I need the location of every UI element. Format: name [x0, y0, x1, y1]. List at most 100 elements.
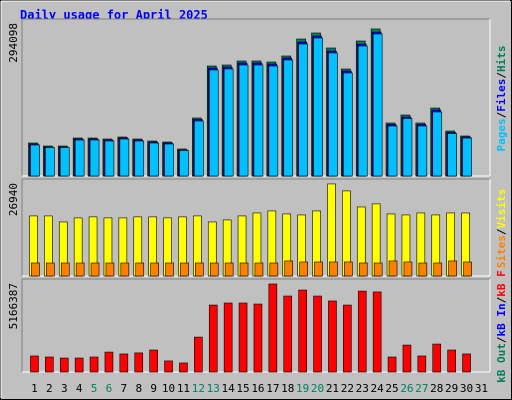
bar [46, 262, 55, 277]
bar [284, 260, 294, 277]
bar [59, 357, 69, 373]
legend-entry: Files [495, 79, 508, 112]
bar [299, 261, 308, 277]
bar [283, 295, 293, 373]
bar [403, 261, 413, 277]
legend-separator: / [495, 72, 508, 79]
x-tick-label: 6 [106, 382, 113, 395]
bar [343, 304, 352, 373]
bar [313, 295, 322, 373]
bar [344, 261, 353, 277]
x-tick-label: 19 [296, 382, 309, 395]
legend-separator: / [495, 111, 508, 118]
bar [357, 45, 368, 177]
bar [89, 356, 99, 373]
bar [313, 37, 323, 177]
bar [60, 262, 70, 277]
bar [150, 262, 159, 277]
bar [402, 118, 413, 177]
legend-entry: kB In [495, 303, 508, 336]
bar [104, 140, 115, 177]
x-tick-label: 15 [236, 382, 249, 395]
bar [75, 262, 85, 277]
x-tick-label: 4 [76, 382, 83, 395]
bar [238, 64, 249, 177]
bar [432, 111, 443, 177]
x-tick-label: 5 [91, 382, 98, 395]
bar [254, 262, 264, 277]
legend-entry: kB Out [495, 343, 508, 383]
x-tick-label: 2 [46, 382, 53, 395]
bar [208, 304, 218, 373]
legend-separator: / [495, 336, 508, 343]
legend-entry: Pages [495, 118, 508, 151]
bar [164, 360, 173, 373]
x-tick-label: 27 [415, 382, 428, 395]
bar [328, 52, 338, 177]
bar [59, 147, 70, 177]
bar [194, 336, 203, 373]
bar [387, 356, 397, 373]
bar [343, 72, 353, 177]
legend-separator: / [495, 228, 508, 235]
bar [119, 138, 130, 177]
bar [269, 262, 279, 277]
bar [268, 65, 279, 177]
bar [418, 262, 428, 277]
x-tick-label: 3 [61, 382, 68, 395]
bar [74, 357, 84, 373]
x-tick-label: 25 [385, 382, 398, 395]
x-tick-label: 21 [326, 382, 339, 395]
legend-separator: / [495, 296, 508, 303]
x-tick-label: 24 [371, 382, 385, 395]
legend-entry: kB F [495, 270, 508, 297]
bar [224, 262, 234, 277]
bar [165, 262, 174, 277]
bar [447, 133, 457, 177]
bar [104, 351, 114, 373]
bar [433, 262, 443, 277]
y-tick-label: 294098 [7, 23, 20, 63]
bar [357, 290, 367, 373]
bar [134, 352, 144, 373]
bar [298, 289, 307, 373]
bar [120, 262, 130, 277]
x-tick-label: 12 [192, 382, 205, 395]
y-tick-label: 5166387 [7, 283, 20, 329]
x-tick-label: 1 [31, 382, 38, 395]
bar [135, 262, 145, 277]
legend-entry: Visits [495, 189, 508, 229]
bar [90, 262, 100, 277]
legend-entry: Sites [495, 235, 508, 268]
bar [388, 260, 398, 277]
bar [283, 59, 294, 177]
bar [462, 137, 472, 177]
bar [105, 262, 115, 277]
bar [253, 303, 263, 373]
x-tick-label: 16 [251, 382, 264, 395]
bar [134, 140, 145, 177]
x-tick-label: 8 [135, 382, 142, 395]
bar [194, 120, 204, 177]
x-tick-label: 14 [222, 382, 236, 395]
bar [372, 291, 382, 373]
bar [45, 356, 54, 373]
legend: Sites/Visits [495, 189, 508, 269]
bar [432, 343, 442, 373]
bar [448, 260, 457, 277]
bar [195, 262, 204, 277]
bar [358, 262, 368, 277]
bar [373, 262, 383, 277]
bar [239, 262, 249, 277]
bar [208, 69, 219, 177]
bar [74, 139, 85, 177]
legend-entry: Hits [495, 46, 508, 73]
bar [149, 349, 158, 373]
bar [149, 142, 159, 177]
bar [30, 355, 39, 373]
x-tick-label: 9 [150, 382, 157, 395]
x-tick-label: 20 [311, 382, 324, 395]
bar [30, 144, 40, 177]
bar [447, 349, 456, 373]
